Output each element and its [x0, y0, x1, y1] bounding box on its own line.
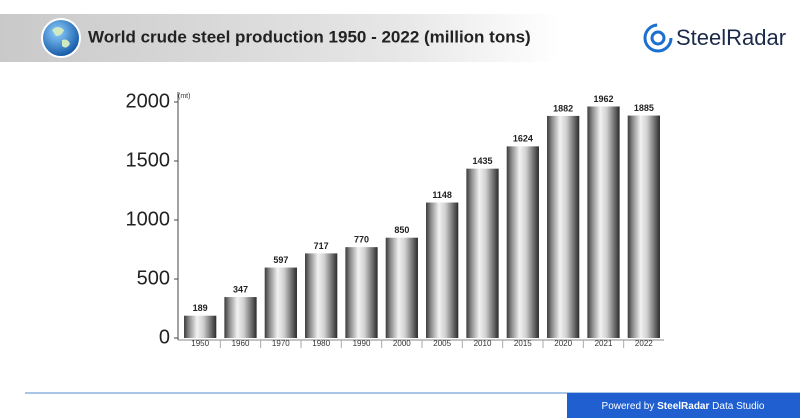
header-band	[0, 14, 560, 62]
y-tick-label: 1500	[126, 149, 171, 171]
value-label: 189	[193, 303, 208, 313]
globe-land	[52, 27, 70, 48]
x-tick-label: 1990	[353, 339, 371, 348]
footer-prefix: Powered by	[602, 401, 655, 412]
y-tick-label: 2000	[126, 90, 171, 112]
y-tick-label: 0	[159, 326, 170, 348]
value-label: 1885	[634, 103, 654, 113]
x-tick-label: 2021	[595, 339, 613, 348]
bar	[345, 247, 378, 338]
globe-icon	[41, 18, 81, 58]
value-label: 1624	[513, 134, 533, 144]
x-tick-label: 2015	[514, 339, 532, 348]
logo-ring	[643, 23, 673, 53]
logo-text: SteelRadar	[676, 25, 786, 50]
bar	[184, 315, 217, 338]
y-unit: (mt)	[178, 93, 190, 100]
x-tick-label: 2020	[554, 339, 572, 348]
logo: SteelRadar	[643, 23, 786, 53]
y-tick-label: 500	[137, 267, 170, 289]
x-tick-label: 2022	[635, 339, 653, 348]
logo-ring-inner	[650, 30, 666, 46]
x-tick-label: 2010	[474, 339, 492, 348]
value-label: 1882	[553, 103, 573, 113]
x-tick-label: 2000	[393, 339, 411, 348]
x-tick-label: 1960	[232, 339, 250, 348]
chart-title: World crude steel production 1950 - 2022…	[88, 27, 531, 46]
value-label: 597	[273, 255, 288, 265]
bar	[426, 202, 459, 338]
value-label: 717	[314, 241, 329, 251]
bar	[627, 115, 660, 338]
footer-suffix: Data Studio	[712, 401, 765, 412]
bar	[305, 253, 338, 338]
value-label: 770	[354, 235, 369, 245]
bar	[587, 106, 620, 338]
bar	[506, 146, 539, 338]
value-label: 1962	[593, 94, 613, 104]
footer-brand: SteelRadar	[657, 401, 709, 412]
bar	[224, 297, 257, 338]
footer-text: Powered by SteelRadar Data Studio	[602, 401, 765, 412]
value-label: 1435	[472, 156, 492, 166]
bar	[264, 267, 297, 338]
value-label: 850	[394, 225, 409, 235]
value-label: 347	[233, 284, 248, 294]
x-tick-label: 1950	[191, 339, 209, 348]
footer-box	[567, 393, 800, 418]
bar	[466, 168, 499, 338]
x-tick-label: 1980	[312, 339, 330, 348]
bar	[385, 237, 418, 338]
x-tick-label: 2005	[433, 339, 451, 348]
bar	[547, 115, 580, 338]
value-label: 1148	[432, 190, 452, 200]
x-tick-label: 1970	[272, 339, 290, 348]
y-tick-label: 1000	[126, 208, 171, 230]
